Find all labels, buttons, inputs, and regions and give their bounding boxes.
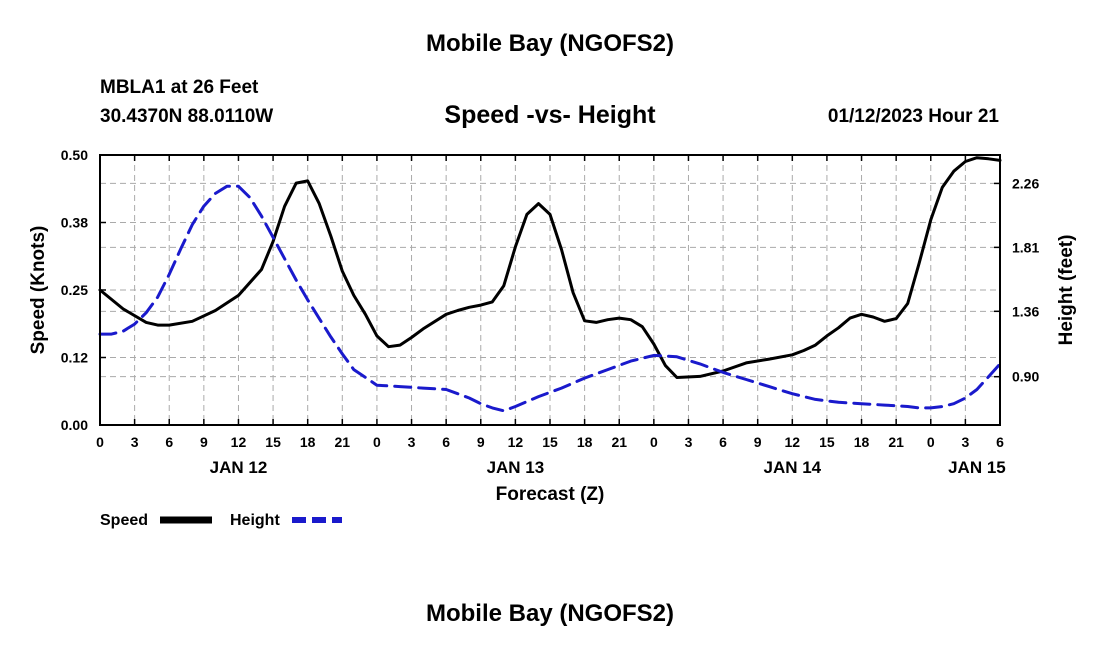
x-tick-label: 15 bbox=[542, 434, 558, 450]
x-tick-label: 15 bbox=[819, 434, 835, 450]
axis-ticks: 0 3 6 9 12 15 18 21 0 3 6 9 12 15 18 21 0 3 6 9 12 15 18 21 0 3 6 J… bbox=[61, 147, 1040, 477]
x-tick-label: 6 bbox=[165, 434, 173, 450]
y-tick-label: 0.00 bbox=[61, 417, 88, 433]
x-tick-label: 6 bbox=[719, 434, 727, 450]
y-tick-label: 0.38 bbox=[61, 215, 88, 231]
y2-tick-label: 0.90 bbox=[1012, 369, 1039, 385]
x-tick-label: 21 bbox=[335, 434, 351, 450]
x-tick-label: 0 bbox=[650, 434, 658, 450]
y-axis-label: Speed (Knots) bbox=[28, 226, 49, 355]
x-axis-label: Forecast (Z) bbox=[496, 484, 605, 505]
x-tick-label: 6 bbox=[996, 434, 1004, 450]
y2-tick-label: 1.36 bbox=[1012, 303, 1039, 319]
x-tick-label: 0 bbox=[96, 434, 104, 450]
x-tick-label: 3 bbox=[961, 434, 969, 450]
x-tick-label: 6 bbox=[442, 434, 450, 450]
x-tick-label: 12 bbox=[231, 434, 247, 450]
y2-tick-label: 2.26 bbox=[1012, 175, 1039, 191]
x-tick-label: 3 bbox=[408, 434, 416, 450]
legend-speed-label: Speed bbox=[100, 512, 148, 529]
x-date-label: JAN 13 bbox=[487, 458, 545, 477]
y-tick-label: 0.12 bbox=[61, 350, 88, 366]
x-tick-label: 12 bbox=[785, 434, 801, 450]
chart-subtitle: Speed -vs- Height bbox=[444, 101, 656, 129]
grid-lines bbox=[100, 154, 1000, 425]
y-tick-label: 0.25 bbox=[61, 282, 88, 298]
x-tick-label: 21 bbox=[611, 434, 627, 450]
x-tick-label: 0 bbox=[373, 434, 381, 450]
x-date-label: JAN 15 bbox=[948, 458, 1006, 477]
x-date-label: JAN 12 bbox=[210, 458, 268, 477]
x-tick-label: 3 bbox=[685, 434, 693, 450]
legend: Speed Height bbox=[100, 512, 342, 529]
x-tick-label: 18 bbox=[854, 434, 870, 450]
x-tick-label: 18 bbox=[577, 434, 593, 450]
series-layer bbox=[98, 156, 1002, 413]
x-tick-label: 15 bbox=[265, 434, 281, 450]
x-tick-label: 9 bbox=[477, 434, 485, 450]
x-tick-label: 3 bbox=[131, 434, 139, 450]
x-tick-label: 12 bbox=[508, 434, 524, 450]
station-label: MBLA1 at 26 Feet bbox=[100, 77, 259, 98]
x-tick-label: 21 bbox=[888, 434, 904, 450]
series-line-speed bbox=[98, 156, 1002, 379]
x-tick-label: 9 bbox=[200, 434, 208, 450]
forecast-datetime: 01/12/2023 Hour 21 bbox=[827, 106, 999, 127]
station-coords: 30.4370N 88.0110W bbox=[100, 106, 274, 127]
x-tick-label: 18 bbox=[300, 434, 316, 450]
x-date-label: JAN 14 bbox=[763, 458, 821, 477]
y2-axis-label: Height (feet) bbox=[1056, 235, 1077, 346]
legend-height-label: Height bbox=[230, 512, 280, 529]
chart-footer-title: Mobile Bay (NGOFS2) bbox=[425, 600, 675, 627]
x-tick-label: 9 bbox=[754, 434, 762, 450]
x-tick-label: 0 bbox=[927, 434, 935, 450]
y2-tick-label: 1.81 bbox=[1012, 239, 1039, 255]
chart-main-title: Mobile Bay (NGOFS2) bbox=[425, 30, 675, 57]
series-line-height bbox=[98, 184, 1002, 413]
y-tick-label: 0.50 bbox=[61, 147, 88, 163]
